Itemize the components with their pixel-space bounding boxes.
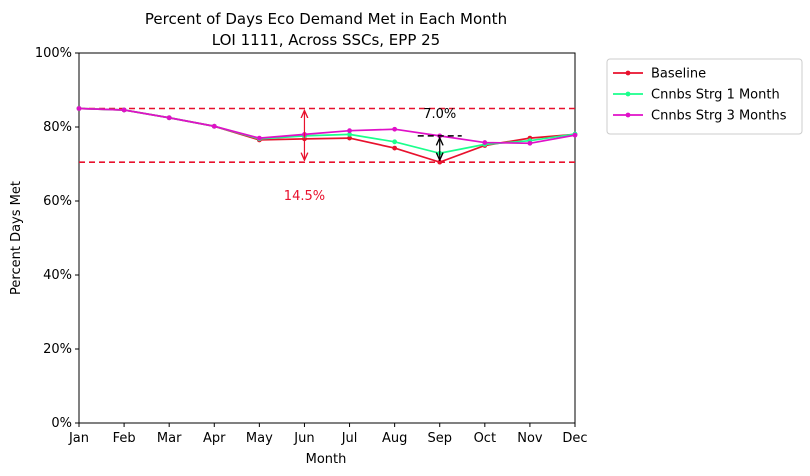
series-point-2 bbox=[76, 106, 82, 111]
y-tick-label: 100% bbox=[35, 46, 72, 61]
series-point-1 bbox=[347, 132, 352, 137]
series-point-2 bbox=[166, 115, 172, 121]
y-axis-label: Percent Days Met bbox=[9, 181, 24, 295]
legend: Baseline Cnnbs Strg 1 Month Cnnbs Strg 3 M… bbox=[606, 58, 803, 135]
series-point-2 bbox=[347, 128, 352, 134]
legend-box bbox=[606, 58, 803, 135]
series-point-0 bbox=[392, 145, 398, 151]
x-tick-label: Jul bbox=[341, 431, 358, 446]
series-line-2 bbox=[78, 107, 576, 145]
plot-frame bbox=[78, 52, 576, 424]
plot-area: 0% 20% 40% 60% 80% 100% Jan Feb Mar Apr May Jun Jul A… bbox=[35, 46, 588, 446]
y-tick-label: 40% bbox=[43, 268, 72, 283]
series-point-2 bbox=[392, 126, 398, 132]
x-tick-label: Jan bbox=[68, 431, 89, 446]
x-tick-label: Dec bbox=[562, 431, 587, 446]
series-point-2 bbox=[572, 132, 578, 138]
y-tick-label: 20% bbox=[43, 342, 72, 357]
x-tick-label: Sep bbox=[427, 431, 452, 446]
legend-label: Baseline bbox=[651, 67, 706, 82]
x-tick-label: Aug bbox=[382, 431, 407, 446]
series-point-2 bbox=[527, 140, 533, 146]
x-tick-label: Jun bbox=[293, 431, 314, 446]
legend-swatch-marker bbox=[625, 91, 631, 97]
legend-swatch-marker bbox=[625, 112, 631, 118]
x-tick-label: Feb bbox=[113, 431, 136, 446]
series-point-0 bbox=[347, 135, 352, 141]
series-point-2 bbox=[121, 107, 127, 113]
series-point-2 bbox=[482, 140, 488, 145]
x-tick-label: Nov bbox=[517, 431, 543, 446]
annotation-label: 7.0% bbox=[423, 107, 456, 122]
legend-label: Cnnbs Strg 1 Month bbox=[651, 88, 780, 103]
x-axis-label: Month bbox=[306, 452, 347, 467]
x-tick-label: Oct bbox=[474, 431, 496, 446]
x-tick-label: Apr bbox=[203, 431, 226, 446]
legend-swatch-marker bbox=[625, 70, 631, 76]
y-tick-label: 60% bbox=[43, 194, 72, 209]
annotation-label: 14.5% bbox=[284, 189, 325, 204]
chart-title: Percent of Days Eco Demand Met in Each M… bbox=[145, 10, 507, 28]
x-tick-label: Mar bbox=[157, 431, 182, 446]
x-tick-label: May bbox=[246, 431, 273, 446]
series-point-1 bbox=[392, 139, 398, 145]
series-point-2 bbox=[256, 135, 262, 141]
series-point-0 bbox=[437, 159, 443, 165]
y-tick-label: 80% bbox=[43, 120, 72, 135]
chart-subtitle: LOI 1111, Across SSCs, EPP 25 bbox=[212, 31, 440, 49]
series-point-2 bbox=[211, 123, 217, 129]
legend-label: Cnnbs Strg 3 Months bbox=[651, 109, 787, 124]
y-tick-label: 0% bbox=[51, 416, 72, 431]
